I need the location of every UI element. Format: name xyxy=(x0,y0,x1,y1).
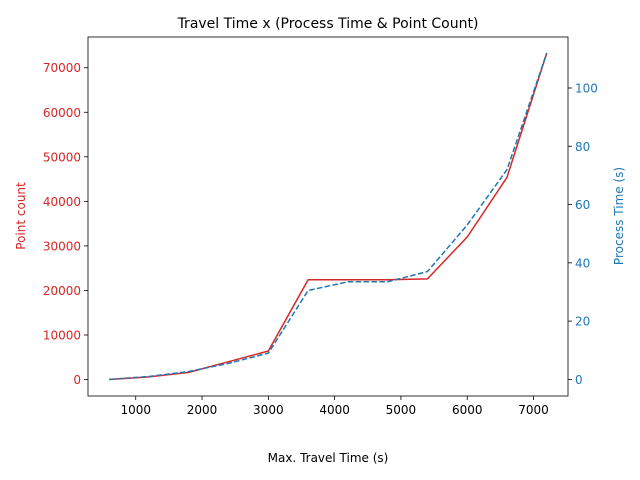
plot-lines xyxy=(109,52,548,381)
x-tick-label: 4000 xyxy=(319,403,350,417)
right-axis-ticks: 0 20 40 60 80 100 xyxy=(568,81,598,387)
right-tick-label: 40 xyxy=(575,256,590,270)
left-tick-label: 10000 xyxy=(43,328,81,342)
left-tick-label: 50000 xyxy=(43,150,81,164)
left-tick-label: 60000 xyxy=(43,106,81,120)
right-axis-label: Process Time (s) xyxy=(612,167,626,265)
chart-title: Travel Time x (Process Time & Point Coun… xyxy=(177,16,479,32)
right-tick-label: 60 xyxy=(575,198,590,212)
x-tick-label: 2000 xyxy=(187,403,218,417)
x-tick-label: 3000 xyxy=(253,403,284,417)
x-tick-label: 1000 xyxy=(120,403,151,417)
left-tick-label: 20000 xyxy=(43,284,81,298)
plot-frame xyxy=(87,36,569,397)
left-axis-ticks: 0 10000 20000 30000 40000 50000 60000 70000 xyxy=(43,61,88,387)
right-tick-label: 0 xyxy=(575,373,583,387)
x-axis-label: Max. Travel Time (s) xyxy=(268,451,389,465)
x-axis-ticks: 1000 2000 3000 4000 5000 6000 7000 xyxy=(120,396,549,417)
left-tick-label: 70000 xyxy=(43,61,81,75)
right-tick-label: 100 xyxy=(575,81,598,95)
right-tick-label: 20 xyxy=(575,315,590,329)
process-time-line xyxy=(109,52,548,381)
x-tick-label: 5000 xyxy=(386,403,417,417)
x-tick-label: 7000 xyxy=(518,403,549,417)
x-tick-label: 6000 xyxy=(452,403,483,417)
left-tick-label: 30000 xyxy=(43,239,81,253)
left-tick-label: 0 xyxy=(73,373,81,387)
left-tick-label: 40000 xyxy=(43,195,81,209)
right-tick-label: 80 xyxy=(575,140,590,154)
left-axis-label: Point count xyxy=(14,182,28,250)
point-count-line xyxy=(109,52,548,381)
